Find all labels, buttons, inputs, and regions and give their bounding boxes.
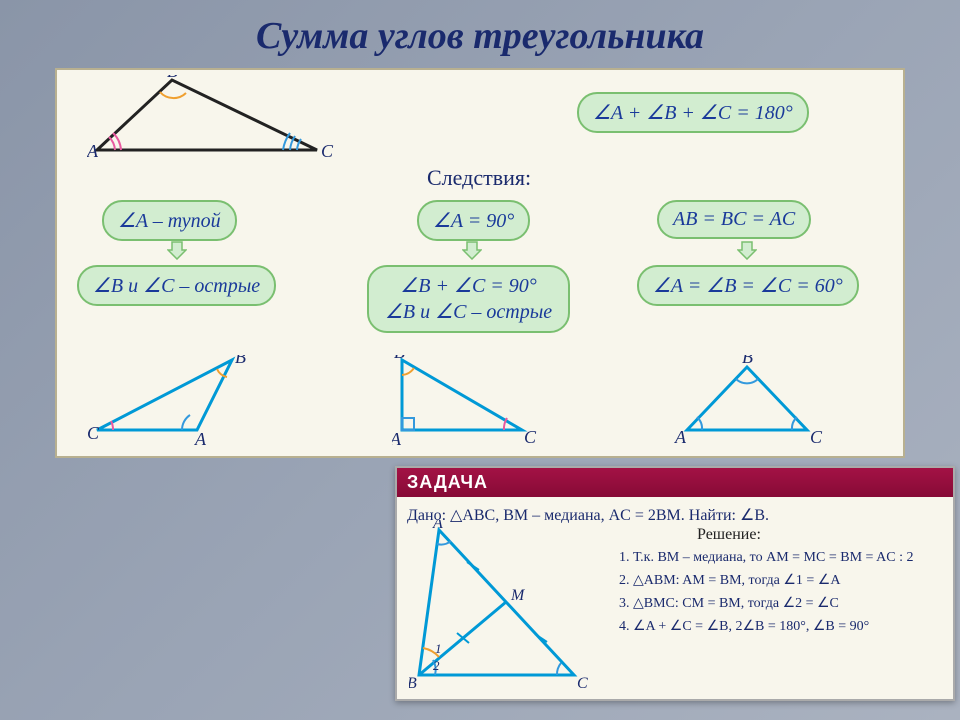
formula-main: ∠A + ∠B + ∠C = 180°: [577, 92, 809, 133]
svg-text:B: B: [167, 75, 178, 81]
svg-text:C: C: [321, 141, 334, 161]
svg-text:B: B: [235, 355, 246, 367]
task-header: ЗАДАЧА: [397, 468, 953, 497]
triangle-top: A B C: [87, 75, 337, 165]
solution-steps: 1. Т.к. BM – медиана, то AM = MC = BM = …: [619, 546, 949, 638]
page-title: Сумма углов треугольника: [0, 0, 960, 66]
consequences-label: Следствия:: [427, 165, 531, 191]
task-panel: ЗАДАЧА Дано: △ABC, BM – медиана, AC = 2B…: [395, 466, 955, 701]
col2-bottom: ∠B + ∠C = 90° ∠B и ∠C – острые: [367, 265, 570, 333]
col2-top: ∠A = 90°: [417, 200, 530, 241]
step-3: 3. △BMC: CM = BM, тогда ∠2 = ∠C: [619, 592, 949, 615]
solution-label: Решение:: [697, 526, 761, 544]
col2-bottom-l1: ∠B + ∠C = 90°: [400, 275, 536, 297]
col1-bottom: ∠B и ∠C – острые: [77, 265, 276, 306]
svg-text:A: A: [674, 427, 687, 447]
theory-panel: A B C ∠A + ∠B + ∠C = 180° Следствия: ∠A …: [55, 68, 905, 458]
svg-text:A: A: [87, 141, 99, 161]
svg-text:C: C: [87, 423, 100, 443]
svg-text:A: A: [392, 429, 402, 449]
arrow-icon: [462, 240, 482, 260]
col2-bottom-l2: ∠B и ∠C – острые: [385, 301, 552, 323]
step-4: 4. ∠A + ∠C = ∠B, 2∠B = 180°, ∠B = 90°: [619, 615, 949, 638]
arrow-icon: [737, 240, 757, 260]
triangle-right: A B C: [392, 355, 552, 450]
svg-text:2: 2: [433, 658, 440, 673]
svg-text:A: A: [194, 429, 207, 449]
triangle-obtuse: C B A: [87, 355, 257, 450]
step-1: 1. Т.к. BM – медиана, то AM = MC = BM = …: [619, 546, 949, 569]
svg-text:M: M: [510, 587, 526, 604]
svg-text:C: C: [810, 427, 823, 447]
triangle-equilateral: A B C: [672, 355, 832, 450]
col1-top: ∠A – тупой: [102, 200, 237, 241]
arrow-icon: [167, 240, 187, 260]
svg-text:B: B: [409, 675, 417, 692]
svg-text:C: C: [577, 675, 588, 692]
svg-text:B: B: [394, 355, 405, 362]
step-2: 2. △ABM: AM = BM, тогда ∠1 = ∠A: [619, 569, 949, 592]
task-triangle: A B C M 1 2: [409, 520, 609, 695]
col3-bottom: ∠A = ∠B = ∠C = 60°: [637, 265, 859, 306]
svg-text:A: A: [432, 520, 443, 532]
svg-text:1: 1: [435, 641, 442, 656]
svg-text:B: B: [742, 355, 753, 367]
svg-text:C: C: [524, 427, 537, 447]
col3-top: AB = BC = AC: [657, 200, 811, 239]
